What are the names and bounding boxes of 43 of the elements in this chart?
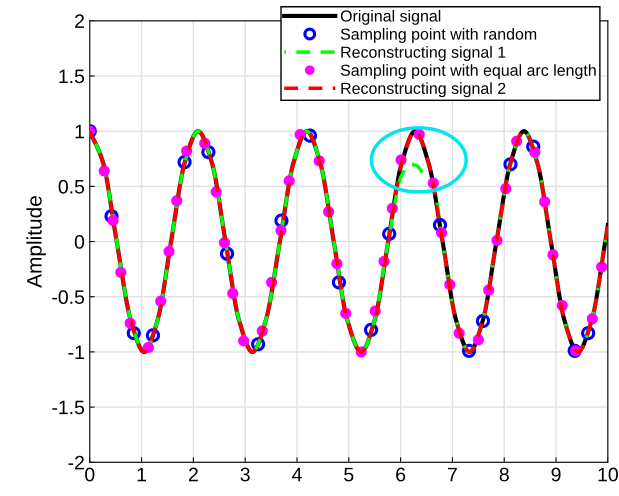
- point: [155, 296, 166, 307]
- point: [163, 246, 175, 258]
- point: [526, 140, 540, 154]
- point: [529, 146, 540, 158]
- y-tick-label: 1: [76, 124, 84, 138]
- x-tick-label: 9: [552, 468, 561, 482]
- point: [98, 165, 110, 176]
- y-tick-label: -0.5: [52, 290, 84, 304]
- y-tick-label: -1.5: [52, 400, 84, 414]
- point: [104, 209, 119, 224]
- legend-label: Reconstructing signal 2: [341, 82, 506, 98]
- x-tick-label: 0: [85, 468, 94, 482]
- x-tick-label: 1: [138, 468, 146, 482]
- legend-label: Reconstructing signal 1: [341, 46, 506, 61]
- point: [539, 196, 550, 208]
- y-axis-title: Amplitude: [26, 196, 46, 288]
- point: [586, 313, 598, 324]
- y-tick-label: 2: [75, 14, 84, 28]
- x-tick-label: 3: [240, 468, 250, 482]
- x-tick-label: 2: [188, 468, 198, 482]
- y-tick-label: -1: [68, 346, 84, 359]
- legend-label: Original signal: [340, 10, 440, 25]
- legend-label: Sampling point with random: [340, 28, 536, 43]
- x-tick-label: 6: [396, 468, 406, 482]
- x-tick-label: 8: [500, 468, 509, 482]
- x-tick-label: 4: [292, 468, 302, 482]
- x-tick-label: 10: [598, 468, 618, 482]
- point: [218, 237, 230, 248]
- x-tick-label: 5: [344, 468, 354, 482]
- legend-label: Sampling point with equal arc length: [340, 64, 596, 80]
- point: [201, 145, 216, 160]
- y-tick-label: -2: [68, 456, 84, 470]
- point: [581, 326, 596, 340]
- point: [142, 342, 154, 354]
- y-tick-label: 1.5: [59, 70, 84, 84]
- point: [596, 261, 608, 272]
- point: [227, 288, 238, 299]
- point: [472, 334, 484, 346]
- x-tick-label: 7: [448, 468, 457, 482]
- y-tick-label: 0: [74, 235, 84, 249]
- y-tick-label: 0.5: [58, 180, 84, 194]
- point: [171, 195, 182, 206]
- point: [238, 335, 250, 346]
